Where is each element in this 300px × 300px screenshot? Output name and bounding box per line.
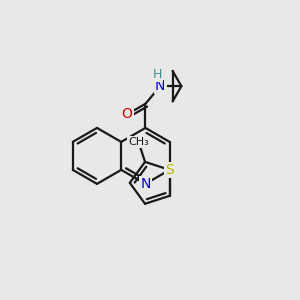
Text: CH₃: CH₃	[128, 137, 149, 147]
Text: H: H	[152, 68, 162, 81]
Text: S: S	[165, 163, 174, 177]
Text: N: N	[155, 79, 165, 93]
Text: O: O	[122, 107, 133, 122]
Text: N: N	[140, 177, 151, 191]
